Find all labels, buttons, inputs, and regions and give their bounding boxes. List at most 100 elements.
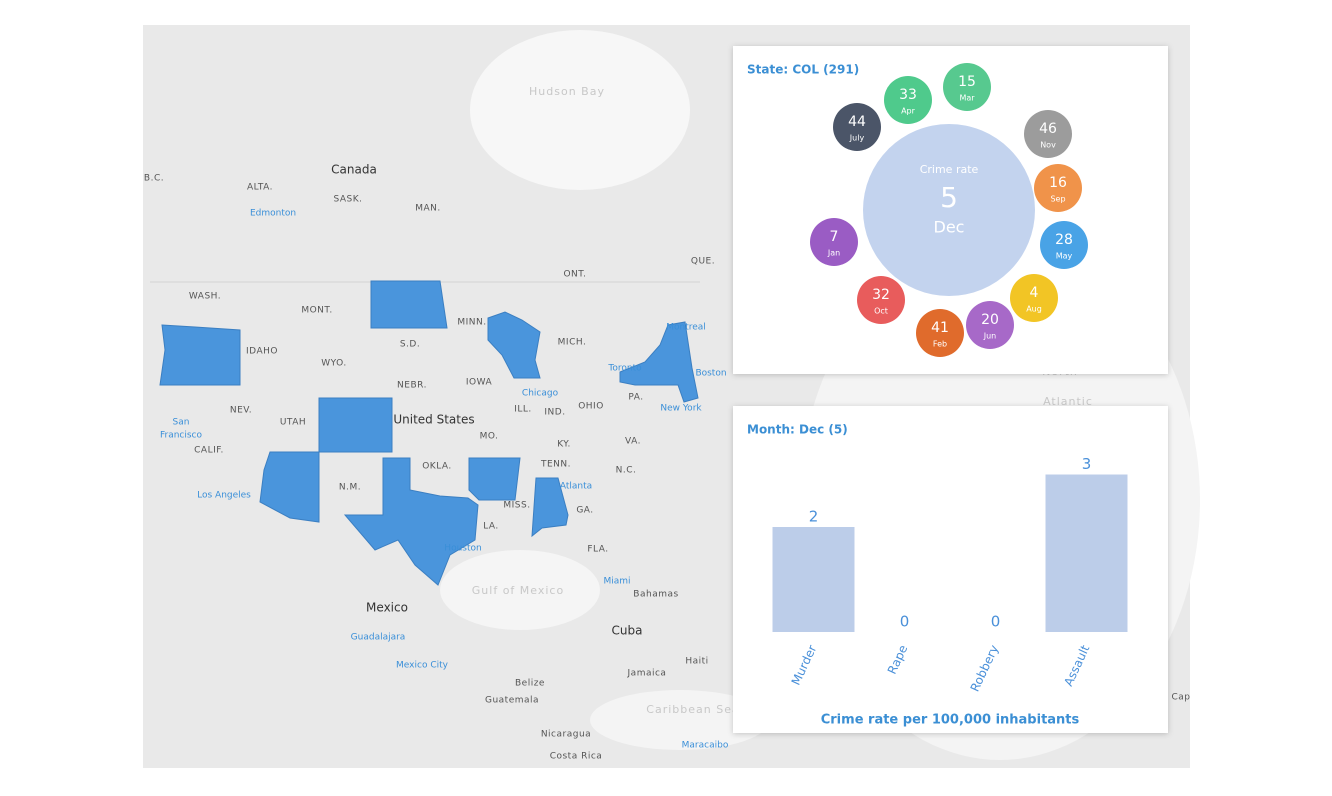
map-label: Haiti [685,657,708,667]
bar[interactable] [1045,474,1128,633]
map-label: United States [393,413,474,427]
bubble-value: 46 [1039,121,1057,137]
map-label: MINN. [457,318,486,328]
map-label: Maracaibo [682,741,729,751]
bubble-value: 41 [931,320,949,336]
bubble-month: Sep [1050,195,1065,204]
center-value: 5 [940,181,958,214]
map-label: Guadalajara [351,633,406,643]
panel-title: Month: Dec (5) [747,423,848,437]
map-label: OHIO [578,402,604,412]
map-label: NEBR. [397,381,427,391]
water [590,690,770,750]
bubble-month: May [1056,252,1073,261]
bubble-month: Nov [1040,141,1056,150]
center-month: Dec [934,218,965,237]
map-label: B.C. [144,174,164,184]
value-label: 0 [991,613,1001,631]
map-label: Canada [331,163,377,177]
month-bubble[interactable] [857,276,905,324]
map-label: VA. [625,437,641,447]
map-label: Edmonton [250,209,296,219]
charts: State: COL (291) Crime rate 5 Dec 44 July 33 Ap… [747,63,1128,728]
bubble-month: Feb [933,340,947,349]
map-label: SASK. [333,195,362,205]
x-axis-label: Crime rate per 100,000 inhabitants [821,713,1080,728]
map-label: Atlanta [560,482,592,492]
state-colorado[interactable] [318,397,393,453]
bubble-month: Oct [874,307,888,316]
water [470,30,690,190]
map-labels: Hudson Bay Canada B.C. ALTA. SASK. MAN. Edmont… [144,85,1190,762]
bar[interactable] [772,527,855,632]
state-arizona[interactable] [259,451,320,523]
map-label: IND. [544,408,565,418]
map-label: ILL. [514,405,532,415]
month-bubble[interactable] [810,218,858,266]
bubble-month: Aug [1026,305,1042,314]
map-label: Guatemala [485,696,539,706]
bubble-value: 28 [1055,232,1073,248]
map-label: Mexico City [396,661,449,671]
state-texas[interactable] [343,457,479,586]
month-bubble[interactable] [1040,221,1088,269]
map-label: LA. [483,522,499,532]
bubble-value: 20 [981,312,999,328]
month-bubble[interactable] [1034,164,1082,212]
map-label: Caribbean Sea [646,703,739,716]
state-alabama[interactable] [531,477,569,538]
value-label: 3 [1082,455,1092,473]
month-bubble[interactable] [916,309,964,357]
map-label: Bahamas [633,590,678,600]
map-label: KY. [557,440,571,450]
map-label: Boston [695,369,726,379]
state-oregon[interactable] [159,324,241,386]
map-label: Francisco [160,431,203,441]
month-bubble[interactable] [1010,274,1058,322]
state-wisconsin[interactable] [487,311,541,379]
map-label: Nicaragua [541,730,591,740]
map-label: IDAHO [246,347,278,357]
map-label: CALIF. [194,446,224,456]
month-bubble[interactable] [1024,110,1072,158]
center-bubble[interactable] [863,124,1035,296]
map-label: ONT. [563,270,586,280]
map-label: Cuba [612,624,643,638]
month-bubble[interactable] [833,103,881,151]
map-label: MICH. [558,338,587,348]
map-label: WYO. [321,359,346,369]
state-north-dakota[interactable] [370,280,448,329]
value-label: 2 [809,508,819,526]
map-label: MISS. [503,501,530,511]
panel-title: State: COL (291) [747,63,859,77]
map-label: NEV. [230,406,252,416]
value-label: 0 [900,613,910,631]
center-label: Crime rate [920,163,979,176]
map-label: PA. [628,393,643,403]
map-label: Miami [603,577,630,587]
map-label: Belize [515,679,545,689]
map-label: GA. [576,506,593,516]
bubble-month: Mar [959,94,975,103]
map-label: OKLA. [422,462,452,472]
map-label: New York [660,404,702,414]
state-new-york[interactable] [619,321,699,403]
bubble-value: 33 [899,87,917,103]
bubble-value: 32 [872,287,890,303]
map-label: Cap [1171,693,1190,703]
state-arkansas[interactable] [468,457,521,501]
map-label: MO. [480,432,499,442]
map-label: N.M. [339,483,361,493]
month-bubble[interactable] [943,63,991,111]
month-bubble[interactable] [884,76,932,124]
map-label: N.C. [616,466,637,476]
map-label: Houston [444,544,481,554]
bubble-month: Jan [827,249,840,258]
map-label: Hudson Bay [529,85,605,98]
map-label: WASH. [189,292,221,302]
map-label: MONT. [301,306,332,316]
map-label: Atlantic [1043,395,1093,408]
month-bubble[interactable] [966,301,1014,349]
map-label: San [173,418,190,428]
